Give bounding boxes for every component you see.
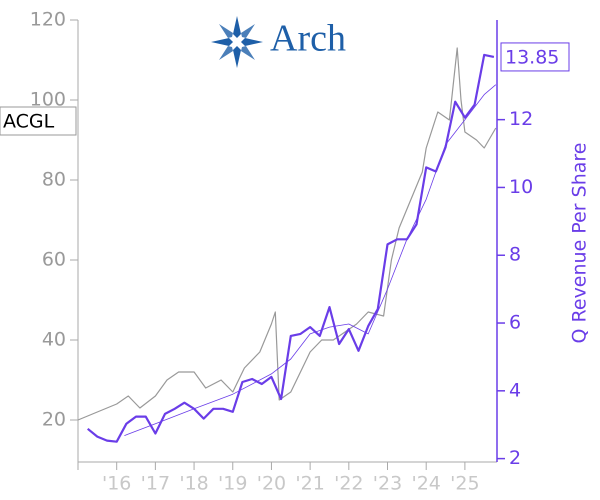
y2-tick-label: 6 [509, 312, 521, 334]
series-label-box [0, 106, 77, 136]
y2-tick-label: 4 [509, 379, 521, 401]
y2-tick-label: 2 [509, 447, 521, 469]
x-tick-label: '23 [373, 473, 402, 495]
x-tick-label: '21 [295, 473, 324, 495]
y-tick-label: 80 [42, 169, 66, 191]
series-label: ACGL [3, 111, 55, 133]
y-tick-label: 40 [42, 329, 66, 351]
series-line [124, 84, 497, 436]
y2-tick-label: 10 [509, 176, 533, 198]
logo: Arch [211, 16, 346, 68]
x-tick-label: '16 [102, 473, 131, 495]
logo-text: Arch [270, 18, 346, 60]
logo-star [211, 16, 263, 68]
x-tick-label: '25 [450, 473, 479, 495]
x-tick-label: '19 [218, 473, 247, 495]
y-tick-label: 120 [30, 9, 66, 31]
value-label: 13.85 [505, 46, 559, 68]
y-tick-label: 20 [42, 409, 66, 431]
x-tick-label: '22 [334, 473, 363, 495]
y-tick-label: 100 [30, 89, 66, 111]
x-tick-label: '18 [179, 473, 208, 495]
x-tick-label: '24 [411, 473, 440, 495]
y-tick-label: 60 [42, 249, 66, 271]
series-line [87, 53, 495, 443]
y2-axis-title: Q Revenue Per Share [569, 143, 591, 344]
series-line [77, 47, 497, 421]
y2-tick-label: 12 [509, 108, 533, 130]
value-label-box [500, 42, 570, 72]
y2-tick-label: 8 [509, 244, 521, 266]
x-tick-label: '17 [141, 473, 170, 495]
x-tick-label: '20 [257, 473, 286, 495]
